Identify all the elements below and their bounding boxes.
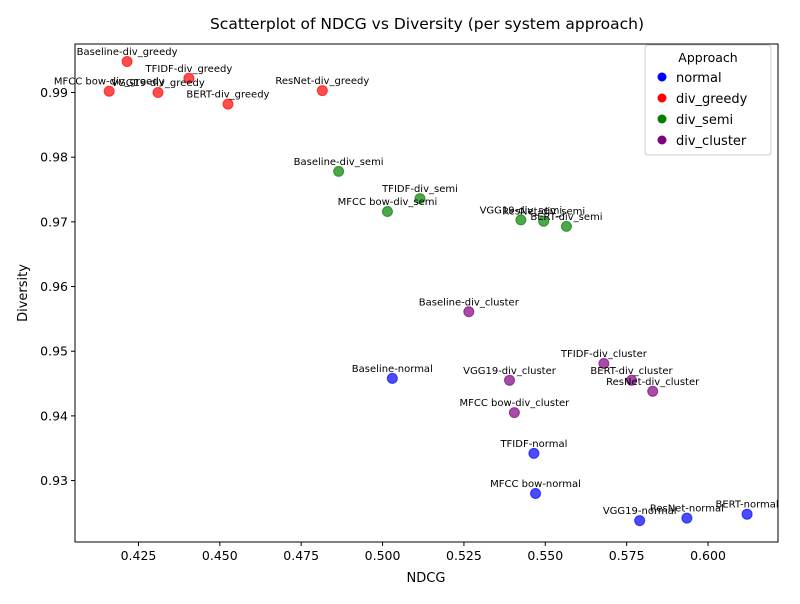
point-label: MFCC bow-div_semi <box>338 197 438 208</box>
data-point <box>681 512 693 524</box>
point-label: ResNet-div_semi <box>502 207 585 218</box>
point-label: VGG19-div_greedy <box>111 78 205 89</box>
point-label: Baseline-normal <box>352 364 433 375</box>
point-label: MFCC bow-div_cluster <box>459 398 570 409</box>
point-label: VGG19-normal <box>603 506 677 517</box>
y-tick-label: 0.96 <box>40 279 68 294</box>
data-point <box>386 372 398 384</box>
legend-label: div_semi <box>676 113 733 128</box>
point-label: BERT-div_semi <box>530 212 602 223</box>
data-point <box>538 215 550 227</box>
y-tick-label: 0.95 <box>40 344 68 359</box>
data-point <box>103 85 115 97</box>
legend-marker <box>657 72 667 82</box>
data-point <box>515 214 527 226</box>
legend-box <box>644 44 772 156</box>
data-point <box>530 487 542 499</box>
point-label: VGG19-div_cluster <box>463 366 557 377</box>
y-tick-label: 0.93 <box>40 473 68 488</box>
legend-label: div_greedy <box>676 92 748 107</box>
y-tick-label: 0.97 <box>40 214 68 229</box>
data-point <box>414 193 426 205</box>
x-tick-label: 0.475 <box>283 548 319 563</box>
x-axis: 0.425 0.450 0.475 0.500 0.525 0.550 0.575 0.600 <box>121 542 726 563</box>
y-tick-label: 0.99 <box>40 85 68 100</box>
y-axis-label: Diversity <box>16 264 31 322</box>
data-point <box>183 72 195 84</box>
data-point <box>560 220 572 232</box>
point-label: TFIDF-div_greedy <box>145 64 233 75</box>
data-point <box>503 374 515 386</box>
legend-marker <box>657 135 667 145</box>
data-point <box>626 374 638 386</box>
point-label: Baseline-div_cluster <box>419 297 520 308</box>
y-axis: 0.93 0.94 0.95 0.96 0.97 0.98 0.99 <box>40 85 75 488</box>
point-label: Baseline-div_semi <box>294 157 384 168</box>
x-tick-label: 0.450 <box>202 548 238 563</box>
data-point <box>508 407 520 419</box>
x-tick-label: 0.425 <box>121 548 157 563</box>
legend: Approach normal div_greedy div_semi div_clu… <box>644 44 772 156</box>
data-point <box>152 87 164 99</box>
legend-label: div_cluster <box>676 134 747 149</box>
point-label: VGG19-div_semi <box>480 205 563 216</box>
data-point <box>598 357 610 369</box>
point-label: BERT-div_cluster <box>590 366 673 377</box>
point-label: BERT-normal <box>715 500 778 511</box>
point-label: ResNet-div_greedy <box>275 76 369 87</box>
data-point <box>333 165 345 177</box>
x-tick-label: 0.575 <box>609 548 645 563</box>
point-label: ResNet-normal <box>650 504 724 515</box>
legend-marker <box>657 114 667 124</box>
legend-title: Approach <box>678 50 737 65</box>
x-tick-label: 0.525 <box>446 548 482 563</box>
data-point <box>634 515 646 527</box>
x-axis-label: NDCG <box>407 571 446 586</box>
data-point <box>222 98 234 110</box>
chart-title: Scatterplot of NDCG vs Diversity (per sy… <box>210 15 644 33</box>
x-tick-label: 0.550 <box>527 548 563 563</box>
data-point <box>528 447 540 459</box>
point-label: TFIDF-div_semi <box>381 184 458 195</box>
point-label: TFIDF-normal <box>499 439 567 450</box>
x-tick-label: 0.500 <box>365 548 401 563</box>
point-labels: Baseline-normal TFIDF-normal MFCC bow-norm… <box>54 47 779 517</box>
point-label: Baseline-div_greedy <box>77 47 178 58</box>
data-point <box>647 385 659 397</box>
y-tick-label: 0.94 <box>40 408 68 423</box>
legend-marker <box>657 93 667 103</box>
data-point <box>121 55 133 67</box>
data-points <box>103 55 753 527</box>
point-label: MFCC bow-normal <box>490 479 581 490</box>
data-point <box>316 85 328 97</box>
y-tick-label: 0.98 <box>40 150 68 165</box>
data-point <box>463 306 475 318</box>
point-label: ResNet-div_cluster <box>606 377 700 388</box>
legend-label: normal <box>676 71 722 86</box>
data-point <box>741 508 753 520</box>
point-label: MFCC bow-div_greedy <box>54 77 165 88</box>
point-label: BERT-div_greedy <box>186 90 269 101</box>
data-point <box>381 206 393 218</box>
point-label: TFIDF-div_cluster <box>560 349 648 360</box>
x-tick-label: 0.600 <box>690 548 726 563</box>
